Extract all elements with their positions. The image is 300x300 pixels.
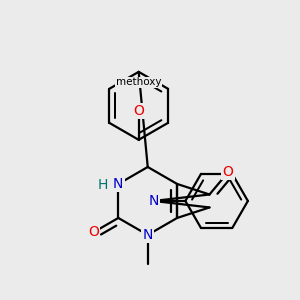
Text: N: N xyxy=(142,228,153,242)
Text: N: N xyxy=(113,177,124,191)
Text: N: N xyxy=(148,194,159,208)
Text: methoxy: methoxy xyxy=(116,77,161,87)
Text: O: O xyxy=(133,104,144,118)
Text: O: O xyxy=(88,225,99,239)
Text: O: O xyxy=(223,165,233,179)
Text: H: H xyxy=(97,178,108,192)
